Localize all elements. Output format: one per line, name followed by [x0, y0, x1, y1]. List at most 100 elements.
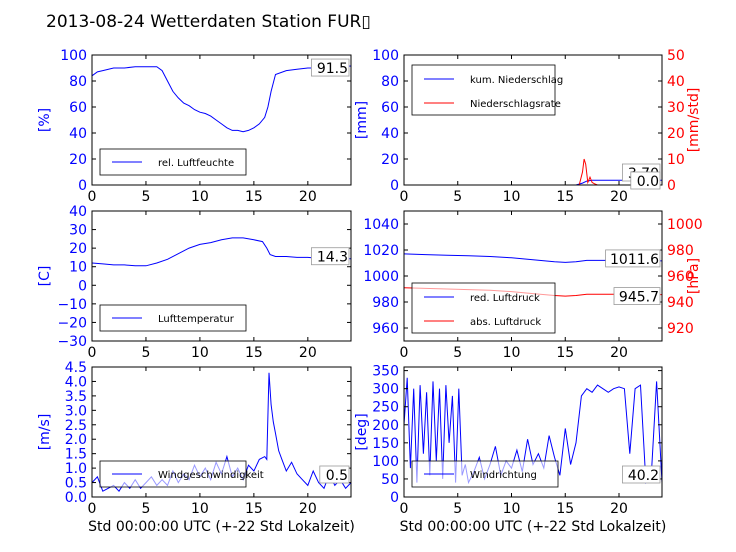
y-tick-label: 2.0: [65, 432, 87, 448]
y-tick-label: −30: [57, 334, 87, 350]
y-tick-label: 1040: [363, 217, 399, 233]
series-line-temperature-0: [92, 237, 351, 267]
y-tick-label: 80: [69, 74, 87, 90]
x-tick-label: 20: [610, 189, 628, 205]
y2-tick-label: 1000: [667, 217, 703, 233]
x-tick-label: 5: [453, 345, 462, 361]
x-tick-label: 10: [503, 501, 521, 517]
axes-frame: [403, 366, 663, 498]
y-tick-label: 0: [78, 278, 87, 294]
x-tick-label: 20: [299, 501, 317, 517]
readout2-value-box: [613, 287, 661, 305]
readout2-value: 0.0: [637, 174, 659, 190]
y-tick-label: 20: [69, 241, 87, 257]
y2-tick-label: 20: [667, 126, 685, 142]
y-tick-label: 0.0: [65, 490, 87, 506]
axes-frame: [91, 366, 352, 498]
legend-label: Windgeschwindigkeit: [158, 470, 264, 481]
legend-label: rel. Luftfeuchte: [158, 158, 234, 169]
panel-humidity: 0 5 10 15 20 0 20 40 60 80 100 [%] 91.5 rel. Luftfeuc…: [37, 48, 352, 205]
y-tick-label: 200: [372, 418, 399, 434]
legend-label: Lufttemperatur: [158, 314, 235, 325]
y-tick-label: 1.0: [65, 461, 87, 477]
panel-wind-speed: 0 5 10 15 200.00.51.01.52.02.53.03.54.04.5[m…: [37, 360, 355, 535]
x-tick-label: 5: [453, 501, 462, 517]
legend-label: Windrichtung: [470, 470, 537, 481]
y2-tick-label: 50: [667, 48, 685, 64]
axes-frame: [403, 54, 663, 186]
series-line-humidity-0: [92, 65, 351, 133]
axes-frame: [91, 54, 352, 186]
y-tick-label: −20: [57, 315, 87, 331]
readout-value: 91.5: [317, 61, 348, 77]
x-tick-label: 15: [556, 501, 574, 517]
readout-value: 40.2: [628, 468, 659, 484]
x-tick-label: 10: [191, 501, 209, 517]
x-tick-label: 20: [610, 345, 628, 361]
y-tick-label: 40: [69, 126, 87, 142]
y-tick-label: 100: [60, 48, 87, 64]
y-tick-label: 0: [390, 178, 399, 194]
x-tick-label: 10: [191, 189, 209, 205]
y2-axis-label: [mm/std]: [686, 88, 702, 153]
y-tick-label: 3.0: [65, 403, 87, 419]
y-tick-label: 60: [381, 100, 399, 116]
x-tick-label: 20: [610, 501, 628, 517]
readout-value-box: [310, 58, 350, 77]
y-tick-label: 1000: [363, 269, 399, 285]
legend-box: [99, 148, 247, 176]
y2-tick-label: 920: [667, 321, 694, 337]
readout2-value-box: [630, 171, 661, 190]
y2-tick-label: 980: [667, 243, 694, 259]
x-tick-label: 15: [556, 189, 574, 205]
y-tick-label: 50: [381, 472, 399, 488]
y-tick-label: 20: [381, 152, 399, 168]
y-tick-label: 3.5: [65, 389, 87, 405]
legend-label: red. Luftdruck: [470, 293, 540, 304]
y-tick-label: 250: [372, 400, 399, 416]
readout-value: 14.3: [317, 250, 348, 266]
series-line-precipitation-0: [404, 179, 662, 185]
x-tick-label: 20: [299, 345, 317, 361]
x-tick-label: 15: [245, 501, 263, 517]
y2-tick-label: 0: [667, 178, 676, 194]
y-axis-label: [deg]: [354, 413, 370, 450]
x-tick-label: 0: [400, 345, 409, 361]
x-tick-label: 0: [88, 189, 97, 205]
y-tick-label: 40: [381, 126, 399, 142]
readout-value: 0.5: [326, 468, 348, 484]
x-tick-label: 5: [141, 501, 150, 517]
y-tick-label: 100: [372, 454, 399, 470]
panel-precipitation: 0 5 10 15 20 0 20 40 60 80 100 0 10 20 30 40 50 [mm/std] […: [354, 48, 702, 205]
readout-value-box: [622, 465, 661, 484]
y-tick-label: 30: [69, 223, 87, 239]
y-tick-label: 4.0: [65, 374, 87, 390]
x-tick-label: 15: [245, 189, 263, 205]
y-axis-label: [C]: [37, 266, 53, 287]
figure-title: 2013-08-24 Wetterdaten Station FUR▯: [46, 12, 371, 32]
y-axis-label: [%]: [37, 108, 53, 132]
y2-tick-label: 10: [667, 152, 685, 168]
x-tick-label: 5: [141, 189, 150, 205]
y-tick-label: −10: [57, 297, 87, 313]
y-tick-label: 1.5: [65, 447, 87, 463]
panel-temperature: 0 5 10 15 20 −30 −20 −10 0 10 20 30 40 [C] 14.3 Lufttem…: [37, 204, 352, 361]
y-tick-label: 20: [69, 152, 87, 168]
x-tick-label: 5: [453, 189, 462, 205]
panel-pressure: 0 5 10 15 20 960 980 1000 1020 1040 920 940 960 980 10…: [363, 210, 703, 361]
series-line-precipitation-1: [404, 158, 662, 185]
readout-value-box: [605, 249, 661, 268]
y-tick-label: 0: [78, 178, 87, 194]
axes-frame: [91, 210, 352, 342]
y-tick-label: 40: [69, 204, 87, 220]
y2-tick-label: 30: [667, 100, 685, 116]
x-tick-label: 10: [191, 345, 209, 361]
y2-tick-label: 960: [667, 269, 694, 285]
y-tick-label: 100: [372, 48, 399, 64]
y-tick-label: 350: [372, 364, 399, 380]
readout-value-box: [319, 465, 350, 484]
y-tick-label: 4.5: [65, 360, 87, 376]
y-tick-label: 150: [372, 436, 399, 452]
